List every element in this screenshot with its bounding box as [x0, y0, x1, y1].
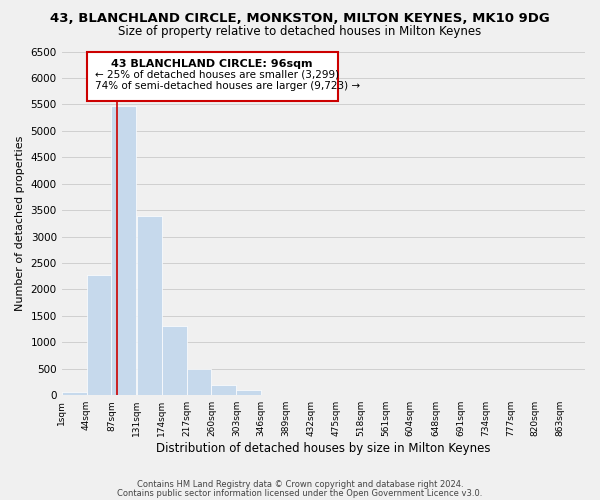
Bar — [236, 390, 261, 395]
Text: 43, BLANCHLAND CIRCLE, MONKSTON, MILTON KEYNES, MK10 9DG: 43, BLANCHLAND CIRCLE, MONKSTON, MILTON … — [50, 12, 550, 26]
X-axis label: Distribution of detached houses by size in Milton Keynes: Distribution of detached houses by size … — [156, 442, 491, 455]
Bar — [211, 385, 236, 395]
Bar — [86, 274, 112, 395]
Bar — [187, 370, 211, 395]
Text: 74% of semi-detached houses are larger (9,723) →: 74% of semi-detached houses are larger (… — [95, 80, 361, 90]
Bar — [137, 216, 162, 395]
Bar — [162, 326, 187, 395]
Text: ← 25% of detached houses are smaller (3,299): ← 25% of detached houses are smaller (3,… — [95, 70, 340, 80]
Text: Contains HM Land Registry data © Crown copyright and database right 2024.: Contains HM Land Registry data © Crown c… — [137, 480, 463, 489]
Y-axis label: Number of detached properties: Number of detached properties — [15, 136, 25, 311]
Text: Size of property relative to detached houses in Milton Keynes: Size of property relative to detached ho… — [118, 25, 482, 38]
Bar — [62, 392, 86, 395]
Text: 43 BLANCHLAND CIRCLE: 96sqm: 43 BLANCHLAND CIRCLE: 96sqm — [111, 59, 313, 69]
Text: Contains public sector information licensed under the Open Government Licence v3: Contains public sector information licen… — [118, 488, 482, 498]
Bar — [112, 106, 136, 395]
FancyBboxPatch shape — [86, 52, 338, 101]
